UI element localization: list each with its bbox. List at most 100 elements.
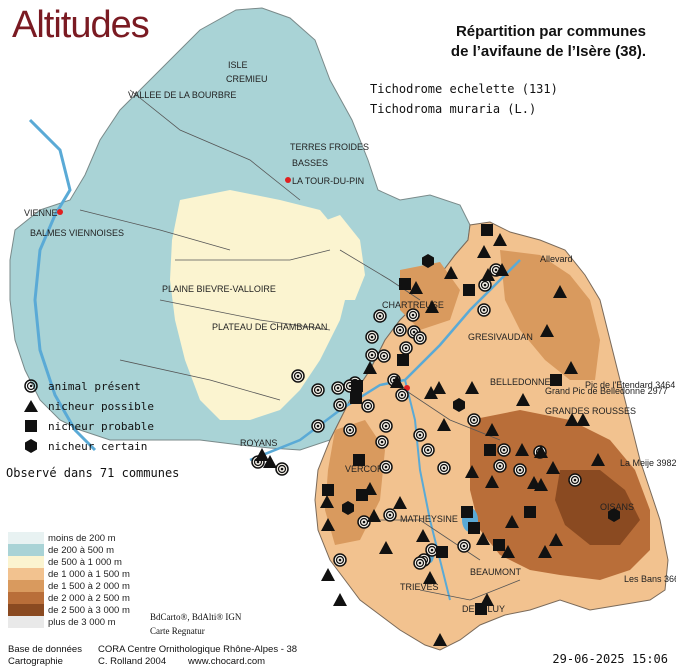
marker-possible — [444, 266, 458, 279]
legend-item-possible: nicheur possible — [22, 396, 154, 416]
source-line: Carte Regnatur — [150, 626, 205, 636]
marker-present — [497, 443, 511, 457]
place-label: CHARTREUSE — [382, 300, 444, 310]
marker-possible — [476, 532, 490, 545]
marker-probable — [461, 506, 473, 518]
marker-probable — [493, 539, 505, 551]
marker-possible — [425, 300, 439, 313]
altitude-class: de 200 à 500 m — [8, 543, 130, 557]
marker-possible — [437, 418, 451, 431]
altitude-class: plus de 3 000 m — [8, 615, 130, 629]
marker-possible — [481, 268, 495, 281]
marker-possible — [576, 413, 590, 426]
marker-present — [333, 398, 347, 412]
marker-possible — [363, 361, 377, 374]
marker-possible — [501, 545, 515, 558]
altitude-label: de 1 500 à 2 000 m — [48, 580, 130, 592]
map-heading: Répartition par communes de l’avifaune d… — [451, 22, 646, 62]
marker-probable — [475, 603, 487, 615]
city-vienne — [57, 209, 63, 215]
ecrins-summits — [555, 470, 640, 545]
marker-present — [406, 308, 420, 322]
marker-present — [333, 553, 347, 567]
marker-present — [413, 428, 427, 442]
triangle-icon — [24, 400, 38, 412]
plateau-zone-2 — [300, 215, 365, 300]
place-label: BEAUMONT — [470, 567, 522, 577]
altitude-label: moins de 200 m — [48, 532, 116, 544]
observed-count: Observé dans 71 communes — [6, 466, 180, 480]
map-title: Altitudes — [12, 4, 150, 46]
heading-line-1: Répartition par communes — [455, 23, 646, 40]
altitude-class: de 1 500 à 2 000 m — [8, 579, 130, 593]
place-label: La Meije 3982 — [620, 458, 676, 468]
marker-present — [361, 399, 375, 413]
marker-present — [393, 323, 407, 337]
place-label: CREMIEU — [226, 74, 268, 84]
marker-present — [291, 369, 305, 383]
marker-possible — [416, 529, 430, 542]
marker-present — [457, 539, 471, 553]
legend-label: nicheur probable — [48, 419, 154, 433]
marker-possible — [505, 515, 519, 528]
marker-possible — [333, 593, 347, 606]
carto-value: C. Rolland 2004 — [98, 656, 167, 667]
place-label: PLATEAU DE CHAMBARAN — [212, 322, 327, 332]
marker-present — [311, 419, 325, 433]
altitude-class: de 500 à 1 000 m — [8, 555, 130, 569]
marker-possible — [534, 478, 548, 491]
place-label: PLAINE BIEVRE-VALLOIRE — [162, 284, 276, 294]
marker-possible — [263, 455, 277, 468]
marker-present — [343, 423, 357, 437]
place-label: LA TOUR-DU-PIN — [292, 176, 364, 186]
marker-certain — [608, 508, 620, 522]
marker-present — [413, 331, 427, 345]
altitude-class: de 2 500 à 3 000 m — [8, 603, 130, 617]
marker-possible — [516, 393, 530, 406]
marker-present — [399, 341, 413, 355]
marker-possible — [477, 245, 491, 258]
marker-possible — [321, 518, 335, 531]
marker-possible — [493, 233, 507, 246]
place-label: Grand Pic de Belledonne 2977 — [545, 386, 668, 396]
marker-certain — [422, 254, 434, 268]
marker-present — [379, 419, 393, 433]
marker-present — [375, 435, 389, 449]
target-icon — [24, 379, 38, 393]
place-label: ROYANS — [240, 438, 277, 448]
generation-date: 29-06-2025 15:06 — [552, 652, 668, 666]
marker-present — [478, 278, 492, 292]
place-label: Allevard — [540, 254, 573, 264]
species-common-name: Tichodrome echelette (131) — [370, 82, 558, 96]
marker-possible — [432, 381, 446, 394]
legend-item-certain: nicheur certain — [22, 436, 154, 456]
observation-markers — [251, 224, 620, 646]
marker-probable — [356, 489, 368, 501]
website-link[interactable]: www.chocard.com — [188, 656, 266, 667]
hexagon-icon — [25, 439, 37, 453]
species-latin-name: Tichodroma muraria (L.) — [370, 102, 537, 116]
place-label: BALMES VIENNOISES — [30, 228, 124, 238]
place-label: VIENNE — [24, 208, 58, 218]
marker-possible — [538, 545, 552, 558]
place-label: TERRES FROIDES — [290, 142, 369, 152]
marker-probable — [524, 506, 536, 518]
marker-present — [467, 413, 481, 427]
marker-probable — [350, 392, 362, 404]
marker-probable — [468, 522, 480, 534]
marker-possible — [423, 571, 437, 584]
place-label: GRESIVAUDAN — [468, 332, 533, 342]
place-label: OISANS — [600, 502, 634, 512]
marker-present — [421, 443, 435, 457]
marker-present — [425, 543, 439, 557]
marker-possible — [320, 495, 334, 508]
marker-probable — [484, 444, 496, 456]
credits-footer: Base de données CORA Centre Ornithologiqu… — [8, 644, 297, 668]
place-label: Les Bans 3669 — [624, 574, 676, 584]
symbol-legend: animal présent nicheur possible nicheur … — [22, 376, 154, 456]
legend-item-present: animal présent — [22, 376, 154, 396]
place-labels: ISLE CREMIEU VALLEE DE LA BOURBRE TERRES… — [24, 60, 676, 614]
marker-present — [379, 460, 393, 474]
